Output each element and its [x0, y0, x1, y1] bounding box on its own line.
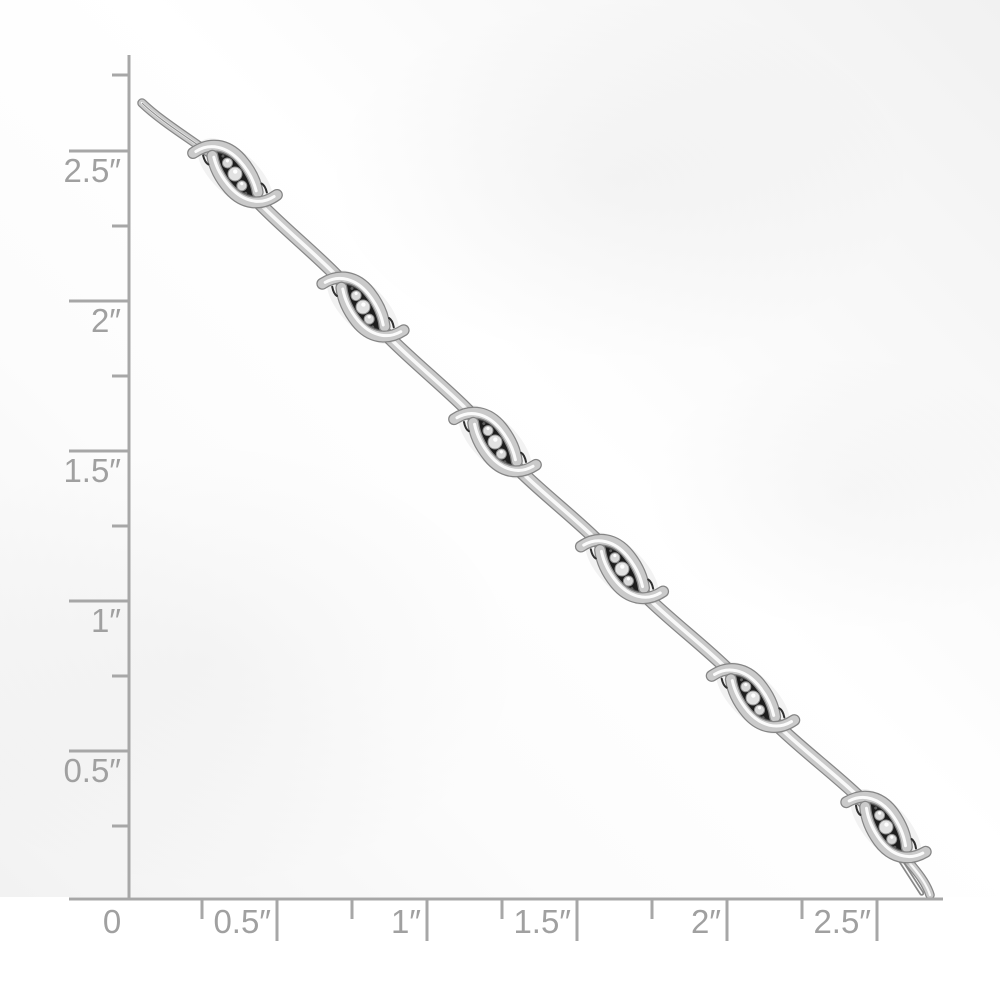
ruler-label: 2.5″ [63, 152, 121, 189]
ruler-label: 2.5″ [813, 903, 871, 940]
ruler-label: 2″ [691, 903, 721, 940]
ruler-label: 1″ [91, 602, 121, 639]
ruler-horizontal: 0.5″ 1″ 1.5″ 2″ 2.5″ 0 [69, 897, 943, 941]
ruler-origin-label: 0 [103, 903, 121, 940]
ruler-label: 2″ [91, 302, 121, 339]
ruler-vertical: 2.5″ 2″ 1.5″ 1″ 0.5″ [63, 55, 131, 899]
ruler-label: 1.5″ [513, 903, 571, 940]
bracelet [137, 98, 934, 900]
ruler-label: 1″ [391, 903, 421, 940]
ruler-label: 0.5″ [213, 903, 271, 940]
ruler-label: 1.5″ [63, 452, 121, 489]
ruler-label: 0.5″ [63, 752, 121, 789]
